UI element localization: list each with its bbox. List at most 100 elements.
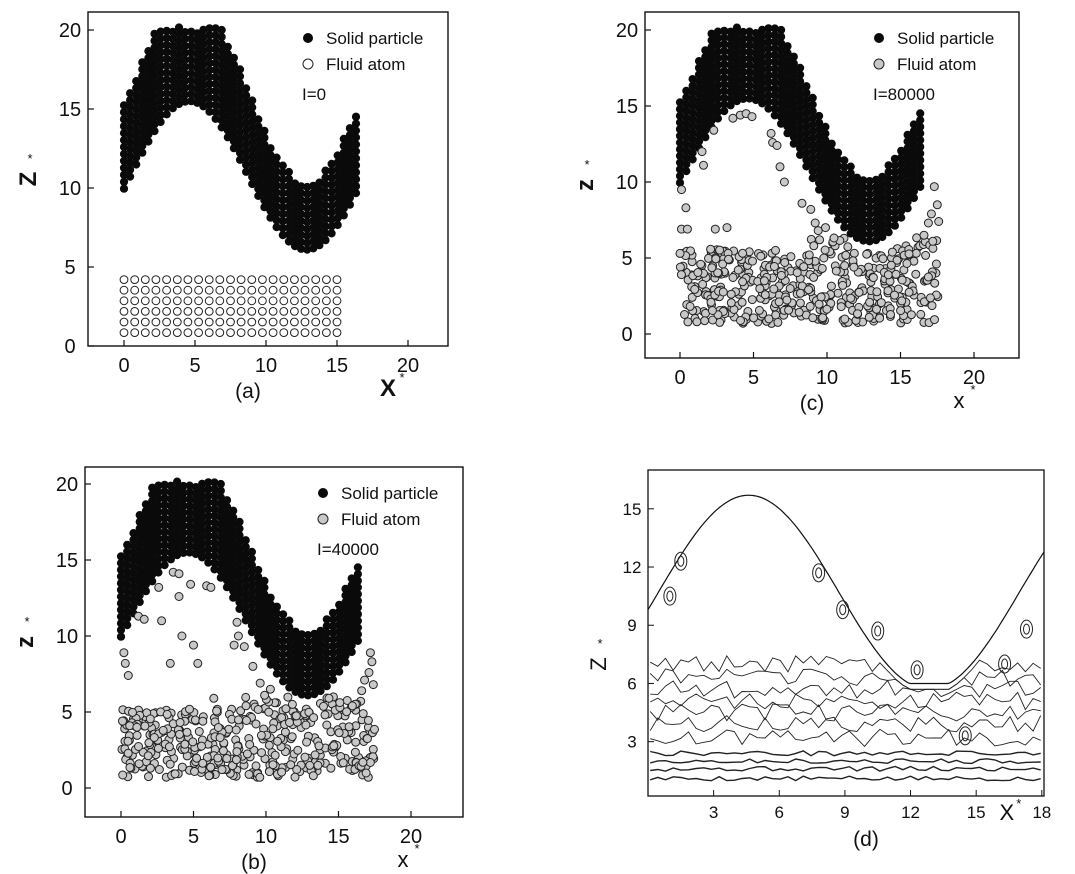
solid-particle xyxy=(682,93,691,102)
fluid-atom xyxy=(217,765,227,775)
solid-particle xyxy=(732,30,742,39)
solid-particle xyxy=(223,126,232,135)
solid-particle xyxy=(720,93,729,102)
solid-particle xyxy=(840,196,849,205)
solid-particle xyxy=(846,202,855,211)
solid-particle xyxy=(148,510,157,519)
fluid-atom xyxy=(165,658,175,668)
solid-particle xyxy=(204,551,213,561)
fluid-atom xyxy=(162,296,172,306)
contour-line xyxy=(650,758,1041,765)
solid-particle xyxy=(123,594,132,603)
solid-particle xyxy=(796,83,805,93)
solid-particle xyxy=(903,177,912,186)
fluid-atom xyxy=(815,235,825,245)
y-tick-label: 5 xyxy=(621,248,632,270)
solid-particle xyxy=(229,513,238,522)
solid-particle xyxy=(156,27,165,36)
solid-particle xyxy=(701,93,710,102)
solid-particle xyxy=(198,486,207,495)
solid-particle xyxy=(675,158,685,167)
solid-particle xyxy=(347,581,356,590)
solid-particle xyxy=(796,90,805,99)
fluid-atom xyxy=(309,713,319,723)
solid-particle xyxy=(166,548,175,557)
solid-particle xyxy=(247,628,256,637)
solid-particle xyxy=(160,554,169,563)
solid-particle xyxy=(327,180,336,189)
solid-particle xyxy=(833,215,843,224)
solid-particle xyxy=(720,66,729,76)
fluid-atom xyxy=(247,296,257,306)
solid-particle xyxy=(297,683,306,692)
solid-particle xyxy=(297,677,306,686)
solid-particle xyxy=(135,531,144,540)
solid-particle xyxy=(217,81,226,90)
fluid-atom xyxy=(923,272,933,282)
solid-particle xyxy=(335,647,344,656)
solid-particle xyxy=(217,60,226,69)
solid-particle xyxy=(173,504,182,513)
fluid-atom xyxy=(194,328,204,338)
contour-loop xyxy=(666,590,674,602)
solid-particle xyxy=(284,167,293,177)
solid-particle xyxy=(347,594,356,603)
panel-caption: (c) xyxy=(800,392,825,415)
solid-particle xyxy=(815,132,824,141)
solid-particle xyxy=(260,583,269,592)
solid-particle xyxy=(272,209,281,218)
solid-particle xyxy=(309,230,318,239)
solid-particle xyxy=(846,209,855,218)
solid-particle xyxy=(116,585,126,595)
solid-particle xyxy=(198,539,207,549)
solid-particle xyxy=(339,183,348,192)
solid-particle xyxy=(764,44,773,53)
x-tick-label: 0 xyxy=(115,826,126,848)
fluid-atom xyxy=(846,293,856,303)
fluid-atom xyxy=(206,582,216,592)
fluid-atom xyxy=(892,255,902,265)
solid-particle xyxy=(789,86,798,95)
fluid-atom xyxy=(786,252,796,262)
solid-particle xyxy=(138,86,147,95)
solid-particle xyxy=(764,37,773,46)
solid-particle xyxy=(335,614,344,623)
solid-particle xyxy=(827,173,836,182)
fluid-atom xyxy=(769,262,779,271)
legend-fluid-marker xyxy=(873,58,885,70)
fluid-atom xyxy=(342,707,352,717)
solid-particle xyxy=(248,103,257,112)
solid-particle xyxy=(229,553,238,562)
fluid-atom xyxy=(123,671,133,680)
fluid-atom xyxy=(202,752,212,762)
solid-particle xyxy=(745,81,754,90)
solid-particle xyxy=(303,224,312,233)
solid-particle xyxy=(229,580,238,589)
solid-particle xyxy=(764,57,773,66)
fluid-atom xyxy=(130,317,140,327)
solid-particle xyxy=(310,649,319,659)
fluid-atom xyxy=(268,760,278,770)
solid-particle xyxy=(694,70,704,79)
solid-particle xyxy=(916,169,925,178)
solid-particle xyxy=(303,651,313,660)
solid-particle xyxy=(279,677,288,686)
fluid-atom xyxy=(357,686,367,696)
fluid-atom xyxy=(277,767,287,777)
solid-particle xyxy=(303,238,312,247)
fluid-atom xyxy=(140,275,150,285)
solid-particle xyxy=(821,169,830,178)
solid-particle xyxy=(339,197,348,206)
fluid-atom xyxy=(748,256,757,266)
y-tick-label: 10 xyxy=(616,172,638,194)
solid-particle xyxy=(347,641,356,650)
fluid-atom xyxy=(244,769,254,779)
fluid-atom xyxy=(805,301,815,311)
solid-particle xyxy=(815,152,824,161)
solid-particle xyxy=(144,60,153,70)
solid-particle xyxy=(303,684,313,693)
solid-particle xyxy=(191,496,200,505)
solid-particle xyxy=(865,230,874,239)
solid-particle xyxy=(758,32,767,41)
solid-particle xyxy=(223,112,232,121)
